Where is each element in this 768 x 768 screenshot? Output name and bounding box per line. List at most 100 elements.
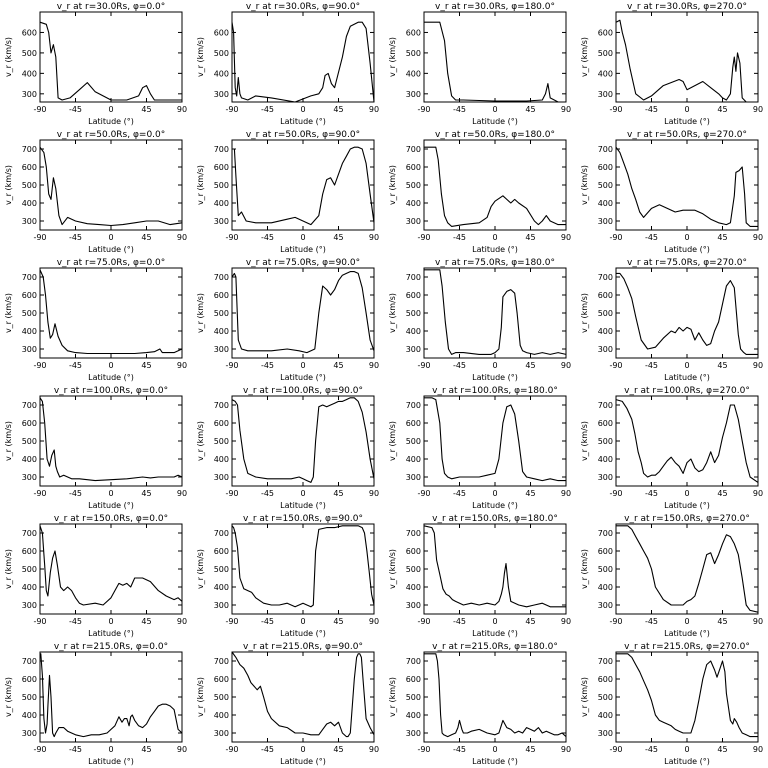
y-tick-label: 300	[214, 345, 229, 354]
x-tick-label: -45	[261, 361, 274, 370]
plot-frame	[231, 267, 375, 359]
x-axis-label: Latitude (°)	[472, 245, 518, 254]
x-axis-label: Latitude (°)	[280, 373, 326, 382]
x-tick-label: 0	[108, 233, 113, 242]
y-tick-label: 400	[598, 711, 613, 720]
x-tick-label: -45	[453, 745, 466, 754]
y-tick-label: 500	[598, 309, 613, 318]
y-tick-label: 400	[214, 69, 229, 78]
y-tick-label: 400	[406, 711, 421, 720]
x-tick-label: 45	[141, 617, 151, 626]
x-tick-label: -45	[453, 617, 466, 626]
panel-title: v_r at r=50.0Rs, φ=90.0°	[246, 130, 360, 140]
y-tick-label: 600	[598, 291, 613, 300]
x-tick-label: 90	[561, 361, 571, 370]
y-tick-label: 500	[214, 565, 229, 574]
panel-13: v_r at r=100.0Rs, φ=90.0° -90 -45 0 45 90 300 4…	[196, 386, 379, 510]
panel-12: v_r at r=100.0Rs, φ=0.0° -90 -45 0 45 90 300 40…	[4, 386, 187, 510]
x-tick-label: -45	[453, 489, 466, 498]
x-axis-label: Latitude (°)	[88, 117, 134, 126]
panel-title: v_r at r=75.0Rs, φ=180.0°	[435, 258, 555, 268]
y-axis-label: v_r (km/s)	[580, 165, 589, 205]
x-tick-label: 90	[177, 617, 187, 626]
x-tick-label: 45	[717, 105, 727, 114]
x-tick-label: 45	[141, 105, 151, 114]
x-tick-label: 0	[492, 489, 497, 498]
plot-frame	[39, 523, 183, 615]
x-tick-label: 0	[492, 105, 497, 114]
y-axis-label: v_r (km/s)	[196, 165, 205, 205]
panel-4: v_r at r=50.0Rs, φ=0.0° -90 -45 0 45 90 300 400…	[4, 130, 187, 254]
x-tick-label: 0	[684, 489, 689, 498]
y-tick-label: 700	[214, 401, 229, 410]
y-tick-label: 400	[22, 69, 37, 78]
x-tick-label: 90	[369, 361, 379, 370]
x-tick-label: -90	[225, 745, 238, 754]
x-tick-label: 45	[717, 233, 727, 242]
x-axis-label: Latitude (°)	[472, 373, 518, 382]
y-axis-label: v_r (km/s)	[388, 165, 397, 205]
x-axis-label: Latitude (°)	[88, 245, 134, 254]
x-axis-label: Latitude (°)	[280, 629, 326, 638]
panel-title: v_r at r=100.0Rs, φ=0.0°	[54, 386, 168, 396]
y-tick-label: 600	[22, 547, 37, 556]
x-tick-label: 0	[108, 617, 113, 626]
x-tick-label: -90	[417, 361, 430, 370]
x-tick-label: -90	[225, 489, 238, 498]
x-tick-label: 0	[492, 361, 497, 370]
x-axis-label: Latitude (°)	[472, 629, 518, 638]
y-tick-label: 600	[406, 163, 421, 172]
x-tick-label: 90	[561, 233, 571, 242]
x-tick-label: -45	[69, 745, 82, 754]
x-tick-label: 0	[300, 745, 305, 754]
x-tick-label: 45	[525, 105, 535, 114]
x-tick-label: -90	[225, 233, 238, 242]
y-tick-label: 300	[406, 90, 421, 99]
panel-title: v_r at r=100.0Rs, φ=270.0°	[624, 386, 750, 396]
y-tick-label: 600	[598, 419, 613, 428]
series-line	[231, 651, 375, 738]
y-tick-label: 600	[406, 28, 421, 37]
y-axis-label: v_r (km/s)	[388, 421, 397, 461]
panel-11: v_r at r=75.0Rs, φ=270.0° -90 -45 0 45 90 300 4…	[580, 258, 763, 382]
y-tick-label: 500	[598, 693, 613, 702]
series-line	[615, 146, 758, 227]
x-tick-label: 45	[525, 361, 535, 370]
y-tick-label: 300	[406, 217, 421, 226]
x-tick-label: 45	[141, 489, 151, 498]
x-axis-label: Latitude (°)	[472, 117, 518, 126]
plot-frame	[231, 139, 375, 231]
x-axis-label: Latitude (°)	[280, 117, 326, 126]
x-tick-label: -45	[261, 233, 274, 242]
series-line	[424, 653, 567, 738]
x-tick-label: 90	[369, 233, 379, 242]
y-tick-label: 400	[406, 327, 421, 336]
y-tick-label: 400	[22, 711, 37, 720]
y-tick-label: 700	[598, 273, 613, 282]
series-line	[615, 19, 758, 103]
y-tick-label: 600	[22, 163, 37, 172]
y-tick-label: 700	[22, 401, 37, 410]
x-tick-label: 90	[561, 489, 571, 498]
panel-3: v_r at r=30.0Rs, φ=270.0° -90 -45 0 45 90 300 4…	[580, 2, 763, 126]
x-tick-label: -45	[645, 745, 658, 754]
x-tick-label: -45	[645, 105, 658, 114]
x-tick-label: 45	[717, 489, 727, 498]
series-line	[39, 269, 183, 355]
y-tick-label: 500	[214, 49, 229, 58]
x-tick-label: 45	[141, 233, 151, 242]
x-tick-label: -90	[33, 233, 46, 242]
y-tick-label: 600	[598, 675, 613, 684]
y-tick-label: 500	[598, 437, 613, 446]
y-tick-label: 500	[406, 565, 421, 574]
y-tick-label: 300	[214, 473, 229, 482]
x-tick-label: 45	[525, 617, 535, 626]
y-axis-label: v_r (km/s)	[4, 165, 13, 205]
x-axis-label: Latitude (°)	[664, 245, 710, 254]
x-tick-label: 90	[369, 745, 379, 754]
y-tick-label: 300	[598, 217, 613, 226]
x-tick-label: 0	[492, 233, 497, 242]
x-tick-label: 0	[492, 617, 497, 626]
x-tick-label: -45	[645, 617, 658, 626]
y-tick-label: 700	[598, 529, 613, 538]
